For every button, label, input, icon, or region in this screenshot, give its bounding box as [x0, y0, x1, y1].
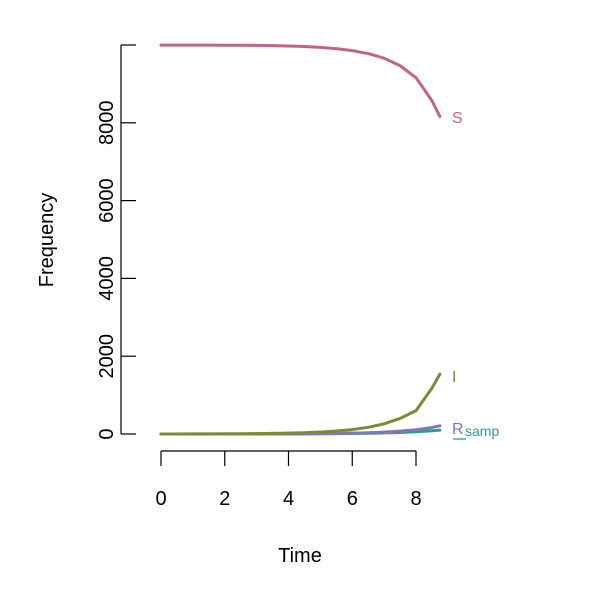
y-axis-title: Frequency	[36, 193, 58, 288]
x-tick-label: 8	[410, 488, 421, 510]
y-tick-label: 0	[96, 428, 118, 439]
series-label-s: S	[452, 110, 463, 127]
x-tick-label: 4	[283, 488, 294, 510]
y-ticks: 0 2000 4000 6000 8000	[96, 44, 136, 440]
series-line-i	[159, 372, 442, 436]
x-tick-label: 6	[347, 488, 358, 510]
y-tick-label: 4000	[96, 256, 118, 301]
series-line-s	[159, 43, 442, 119]
y-tick-label: 8000	[96, 101, 118, 146]
series-labels: S I R samp	[452, 110, 499, 440]
y-tick-label: 6000	[96, 178, 118, 223]
axes: 0 2000 4000 6000 8000 0 2 4 6 8	[96, 44, 422, 510]
x-ticks: 0 2 4 6 8	[155, 451, 422, 510]
x-tick-label: 0	[155, 488, 166, 510]
series-label-samp: samp	[465, 423, 499, 439]
y-tick-label: 2000	[96, 334, 118, 379]
x-tick-label: 2	[219, 488, 230, 510]
series-label-i: I	[452, 369, 456, 386]
series-label-r: R	[452, 421, 464, 438]
series-lines	[159, 43, 442, 436]
x-axis-title: Time	[278, 545, 322, 567]
